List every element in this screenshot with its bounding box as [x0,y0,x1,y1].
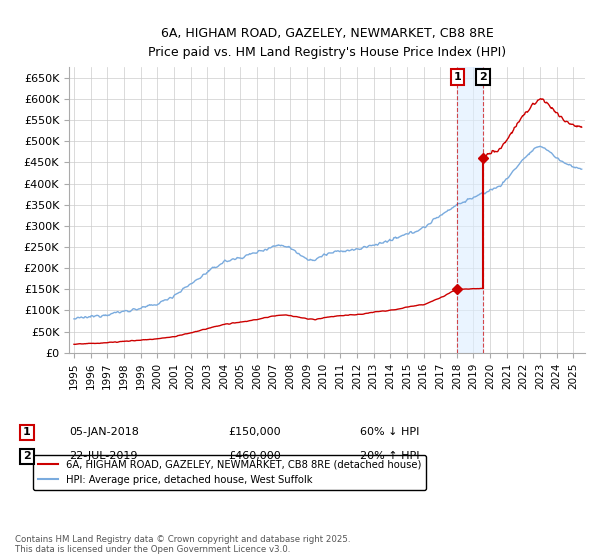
Text: £150,000: £150,000 [228,427,281,437]
Text: 22-JUL-2019: 22-JUL-2019 [69,451,137,461]
Text: 1: 1 [454,72,461,82]
Title: 6A, HIGHAM ROAD, GAZELEY, NEWMARKET, CB8 8RE
Price paid vs. HM Land Registry's H: 6A, HIGHAM ROAD, GAZELEY, NEWMARKET, CB8… [148,27,506,59]
Text: 2: 2 [479,72,487,82]
Text: 2: 2 [23,451,31,461]
Bar [457,67,482,353]
Legend: 6A, HIGHAM ROAD, GAZELEY, NEWMARKET, CB8 8RE (detached house), HPI: Average pric: 6A, HIGHAM ROAD, GAZELEY, NEWMARKET, CB8… [33,455,426,490]
Text: Contains HM Land Registry data © Crown copyright and database right 2025.
This d: Contains HM Land Registry data © Crown c… [15,535,350,554]
Text: 05-JAN-2018: 05-JAN-2018 [69,427,139,437]
Text: 20% ↑ HPI: 20% ↑ HPI [360,451,419,461]
Text: £460,000: £460,000 [228,451,281,461]
Text: 1: 1 [23,427,31,437]
Text: 60% ↓ HPI: 60% ↓ HPI [360,427,419,437]
